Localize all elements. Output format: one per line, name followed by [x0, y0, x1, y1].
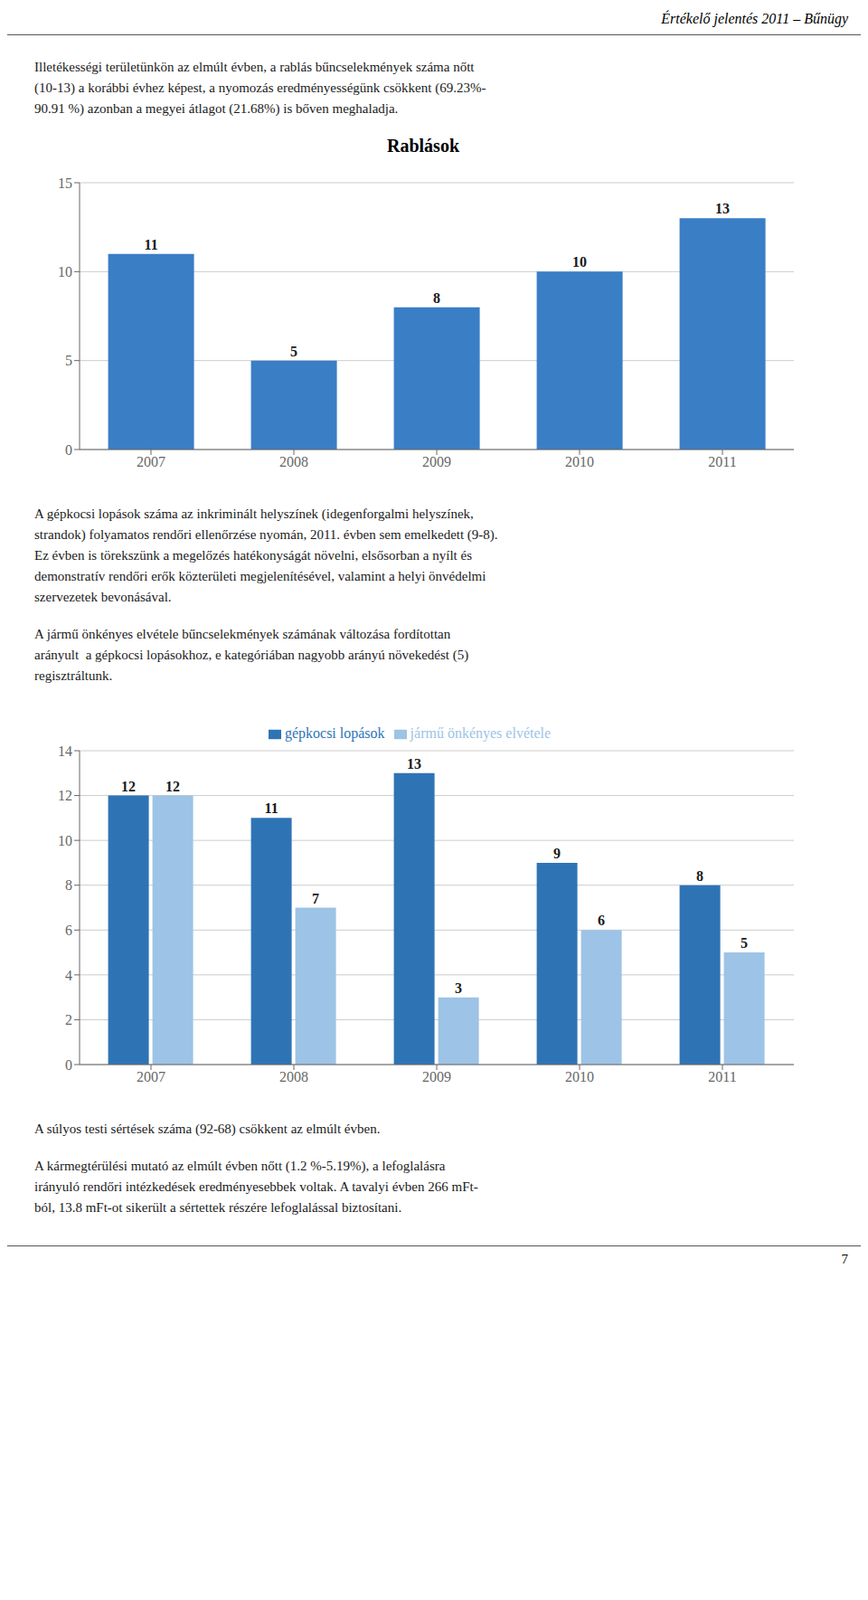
svg-text:10: 10: [572, 254, 587, 270]
html-text:Illetékességi területünkön az: Illetékességi területünkön az elmúlt évb…: [34, 59, 475, 75]
svg-text:2011: 2011: [707, 453, 736, 470]
svg-text:15: 15: [57, 175, 73, 191]
svg-text:12: 12: [121, 778, 136, 794]
svg-text:13: 13: [715, 200, 730, 217]
html-text:jármű önkényes elvétele: jármű önkényes elvétele: [410, 725, 551, 741]
svg-text:9: 9: [553, 845, 561, 861]
svg-text:8: 8: [65, 877, 73, 893]
svg-text:10: 10: [57, 264, 73, 280]
svg-text:8: 8: [433, 290, 441, 306]
html-text:90.91 %) azonban a megyei átla: 90.91 %) azonban a megyei átlagot (21.68…: [34, 101, 399, 116]
html-text:Értékelő jelentés 2011 – Bűnüg: Értékelő jelentés 2011 – Bűnügy: [661, 10, 849, 27]
svg-text:2008: 2008: [279, 1068, 309, 1085]
svg-text:2: 2: [65, 1011, 73, 1028]
svg-text:10: 10: [57, 832, 73, 849]
svg-text:2010: 2010: [565, 453, 595, 470]
html-text:ból, 13.8 mFt-ot sikerült a sé: ból, 13.8 mFt-ot sikerült a sértettek ré…: [34, 1199, 402, 1215]
svg-text:0: 0: [65, 442, 73, 458]
html-text:gépkocsi lopások: gépkocsi lopások: [284, 725, 385, 741]
html-text:A súlyos testi sértések száma: A súlyos testi sértések száma (92-68) cs…: [34, 1121, 381, 1136]
html-text:szervezetek bevonásával.: szervezetek bevonásával.: [34, 589, 172, 604]
svg-text:11: 11: [144, 236, 159, 253]
svg-text:5: 5: [290, 343, 298, 359]
svg-text:4: 4: [65, 967, 73, 983]
html-text:A kármegtérülési mutató az elm: A kármegtérülési mutató az elmúlt évben …: [34, 1158, 446, 1173]
html-text:regisztráltunk.: regisztráltunk.: [34, 668, 113, 683]
html-text:7: 7: [841, 1251, 849, 1266]
html-text:arányult a gépkocsi lopásokhoz: arányult a gépkocsi lopásokhoz, e kategó…: [34, 647, 469, 662]
svg-text:13: 13: [406, 755, 422, 772]
html-text:strandok) folyamatos rendőri e: strandok) folyamatos rendőri ellenőrzése…: [34, 527, 498, 542]
svg-text:2008: 2008: [279, 453, 309, 470]
html-text:demonstratív rendőri erők közt: demonstratív rendőri erők közterületi me…: [34, 568, 486, 584]
svg-text:12: 12: [57, 787, 73, 803]
svg-text:5: 5: [740, 934, 748, 951]
html-text:(10-13) a korábbi évhez képest: (10-13) a korábbi évhez képest, a nyomoz…: [34, 80, 486, 95]
svg-text:2007: 2007: [136, 1068, 166, 1085]
svg-text:5: 5: [65, 352, 73, 368]
svg-text:14: 14: [57, 743, 73, 759]
html-text:A jármű önkényes elvétele bűnc: A jármű önkényes elvétele bűncselekménye…: [34, 626, 451, 642]
svg-text:2009: 2009: [422, 453, 452, 470]
svg-text:2009: 2009: [422, 1068, 452, 1085]
html-text:irányuló rendőri intézkedések: irányuló rendőri intézkedések eredményes…: [34, 1179, 479, 1194]
svg-text:6: 6: [597, 912, 605, 928]
svg-text:0: 0: [65, 1056, 73, 1073]
svg-text:3: 3: [454, 980, 463, 996]
svg-text:11: 11: [264, 800, 279, 816]
svg-text:6: 6: [65, 922, 73, 938]
svg-text:2007: 2007: [136, 453, 166, 470]
html-text:A gépkocsi lopások száma az in: A gépkocsi lopások száma az inkriminált …: [34, 506, 474, 521]
html-text:Ez évben is törekszünk a megel: Ez évben is törekszünk a megelőzés haték…: [34, 547, 472, 563]
svg-text:7: 7: [311, 890, 320, 906]
html-text:Rablások: Rablások: [386, 135, 460, 156]
svg-text:2011: 2011: [707, 1068, 736, 1085]
svg-text:12: 12: [165, 778, 180, 794]
svg-text:2010: 2010: [565, 1068, 595, 1085]
svg-text:8: 8: [696, 868, 704, 884]
